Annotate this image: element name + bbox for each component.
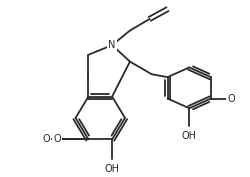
Text: OH: OH bbox=[182, 131, 197, 141]
Text: O: O bbox=[53, 134, 61, 144]
Text: O: O bbox=[42, 134, 50, 144]
Text: O: O bbox=[228, 93, 235, 104]
Text: N: N bbox=[108, 40, 116, 50]
Text: OH: OH bbox=[105, 164, 120, 174]
